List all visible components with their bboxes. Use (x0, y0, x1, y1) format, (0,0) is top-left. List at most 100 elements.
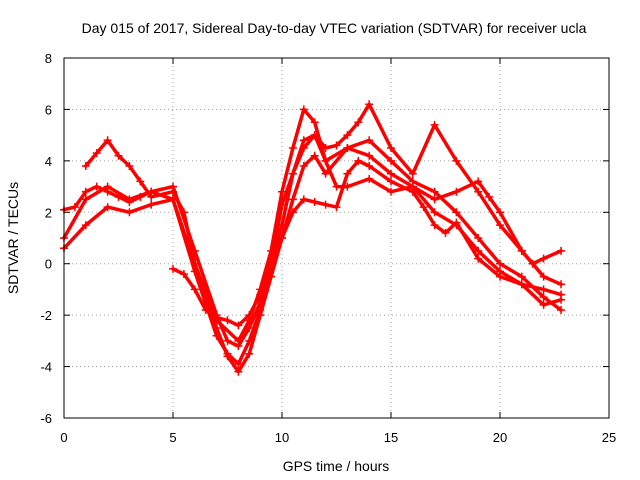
data-point (557, 280, 566, 289)
y-axis-label: SDTVAR / TECUs (5, 182, 21, 294)
data-point (245, 336, 254, 345)
data-point (452, 218, 461, 227)
x-axis-label: GPS time / hours (283, 458, 390, 474)
data-point (496, 208, 504, 217)
data-point (517, 272, 526, 281)
data-point (288, 208, 297, 217)
data-point (81, 221, 90, 230)
data-point (310, 118, 319, 127)
data-point (365, 151, 374, 160)
y-tick-label: -6 (40, 411, 52, 426)
data-point (299, 105, 308, 114)
data-point (365, 174, 374, 183)
series-line (62, 133, 563, 348)
data-point (528, 259, 537, 268)
data-point (474, 187, 483, 196)
data-point (321, 169, 330, 178)
y-tick-label: -4 (40, 360, 52, 375)
data-point (539, 272, 548, 281)
data-point (299, 195, 308, 204)
data-point (278, 187, 286, 196)
data-point (365, 162, 374, 170)
data-point (179, 208, 188, 217)
data-point (430, 187, 439, 196)
data-point (539, 254, 548, 263)
series-track-3 (60, 100, 566, 368)
data-point (114, 151, 123, 160)
data-point (234, 367, 243, 376)
data-point (245, 311, 254, 320)
series-track-4 (81, 105, 566, 345)
data-point (81, 195, 90, 204)
data-point (299, 136, 308, 145)
data-point (474, 234, 483, 242)
x-tick-label: 20 (493, 430, 507, 445)
data-point (539, 285, 548, 294)
x-tick-label: 25 (602, 430, 616, 445)
y-tick-label: 4 (45, 154, 52, 169)
data-point (496, 259, 504, 268)
y-tick-label: 2 (45, 205, 52, 220)
data-point (321, 156, 330, 165)
data-point (496, 221, 504, 230)
data-point (452, 187, 461, 196)
data-point (256, 290, 265, 299)
data-point (430, 195, 439, 204)
data-point (517, 280, 526, 289)
data-point (408, 187, 417, 196)
axis-ticks: 0 5 10 15 20 25 -6 -4 -2 0 2 4 6 8 (40, 51, 616, 445)
data-point (408, 169, 417, 178)
data-point (474, 177, 483, 186)
data-point (387, 144, 395, 152)
data-point (354, 156, 363, 165)
x-tick-label: 5 (169, 430, 176, 445)
series-track-5 (169, 156, 566, 330)
data-point (125, 198, 134, 206)
data-point (496, 272, 504, 281)
data-point (430, 120, 439, 129)
x-tick-label: 0 (60, 430, 67, 445)
data-point (201, 306, 210, 314)
data-point (387, 169, 395, 178)
data-point (81, 187, 90, 196)
y-tick-label: 8 (45, 51, 52, 66)
data-point (169, 264, 177, 273)
data-point (299, 162, 308, 170)
data-point (557, 295, 566, 304)
plot-frame (63, 57, 610, 419)
data-point (234, 321, 243, 330)
data-point (332, 141, 341, 150)
series-line (62, 102, 563, 366)
y-tick-label: -2 (40, 308, 52, 323)
data-point (81, 162, 90, 170)
data-point (321, 200, 330, 209)
series-line (84, 107, 563, 343)
data-point (354, 118, 363, 127)
x-tick-label: 10 (275, 430, 289, 445)
data-point (517, 246, 526, 255)
data-point (365, 100, 374, 109)
data-point (179, 270, 188, 278)
data-point (343, 169, 352, 178)
data-point (114, 192, 123, 201)
data-point (136, 177, 145, 186)
data-point (288, 169, 297, 178)
series-line (62, 138, 563, 374)
data-point (212, 313, 221, 322)
data-point (452, 156, 461, 165)
series-track-1 (60, 131, 566, 350)
data-point (430, 221, 439, 230)
data-point (452, 208, 461, 217)
data-point (125, 162, 134, 170)
data-point (332, 182, 341, 191)
data-point (387, 187, 395, 196)
data-point (223, 349, 232, 358)
data-point (267, 259, 276, 268)
data-point (223, 316, 232, 325)
data-point (190, 285, 199, 294)
data-point (103, 203, 112, 212)
data-point (310, 151, 319, 160)
data-point (169, 187, 177, 196)
data-point (485, 192, 494, 201)
